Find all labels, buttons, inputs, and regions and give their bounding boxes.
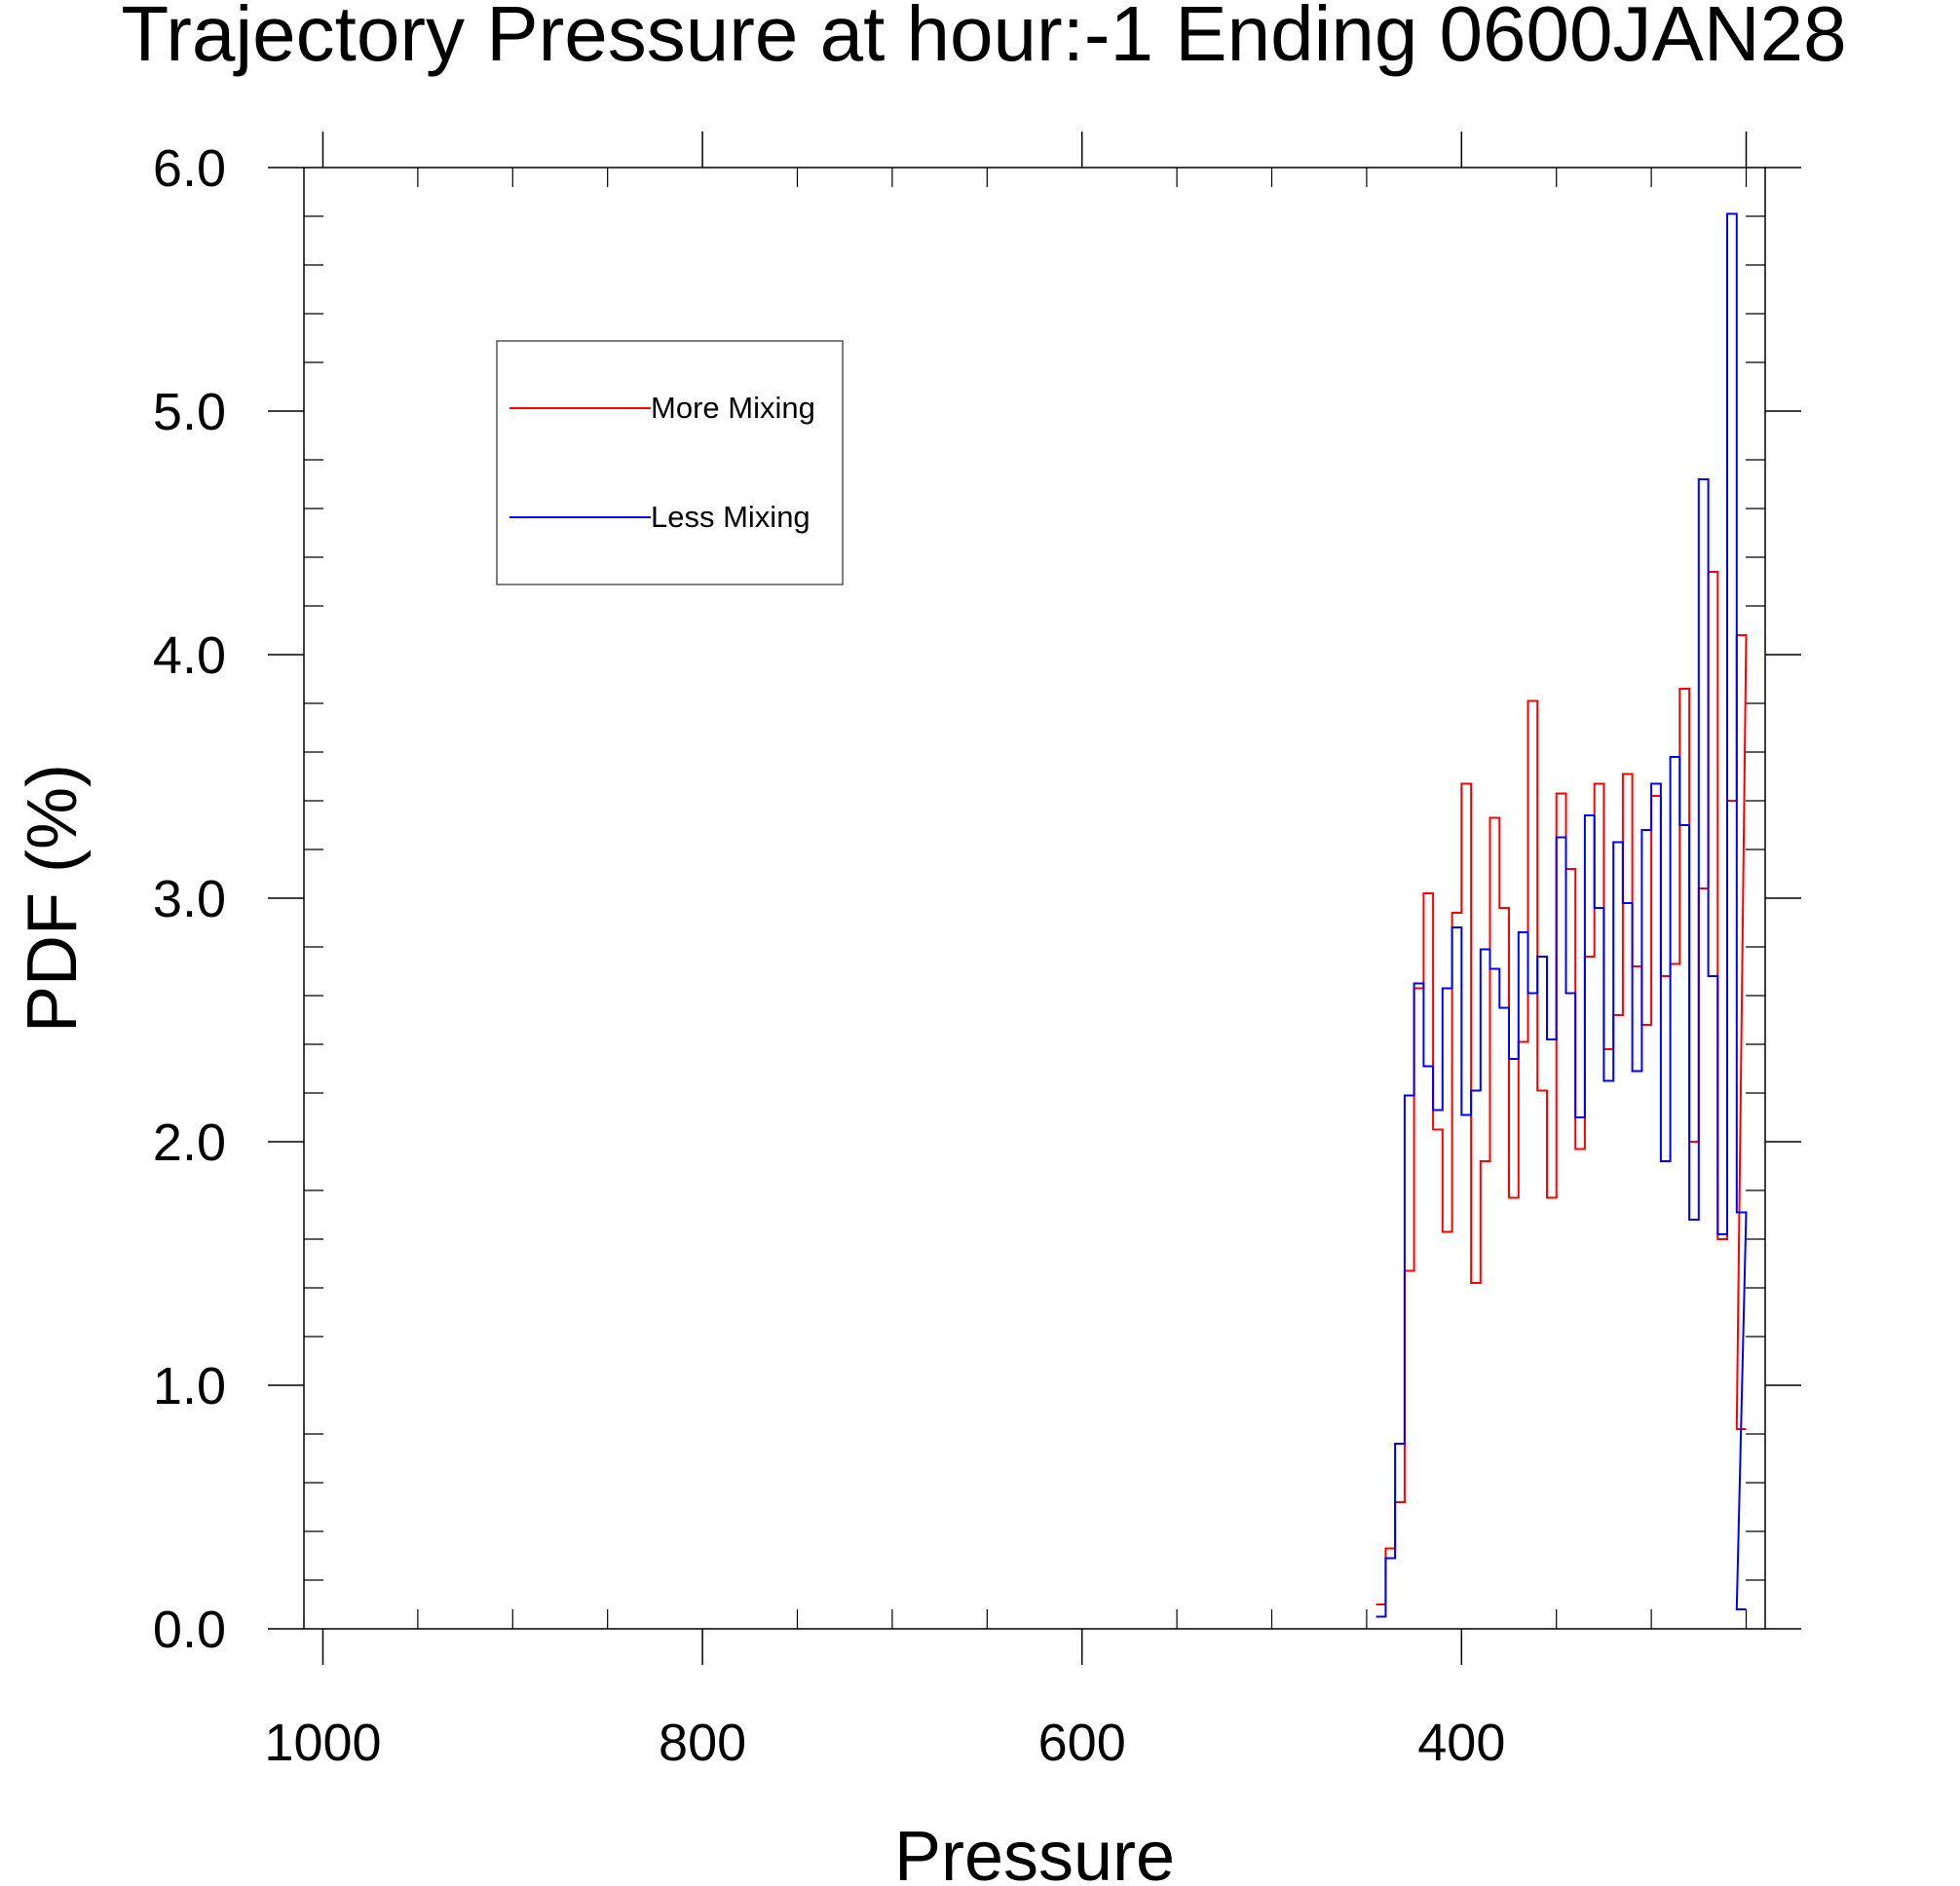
y-minor-ticks [304, 215, 1765, 1581]
y-tick-label: 2.0 [153, 1113, 226, 1172]
legend-label-less-mixing: Less Mixing [651, 500, 810, 534]
plot-frame [303, 167, 1766, 1630]
x-major-ticks [321, 132, 1748, 1665]
x-tick-label: 400 [1417, 1714, 1505, 1772]
x-tick-label: 600 [1038, 1714, 1126, 1772]
legend-box [496, 340, 844, 585]
x-minor-ticks [417, 168, 1748, 1629]
series-more-mixing-line [1376, 571, 1748, 1605]
y-tick-label: 3.0 [153, 870, 226, 928]
y-axis-label: PDF (%) [14, 764, 92, 1033]
y-tick-label: 0.0 [153, 1601, 226, 1659]
series-less-mixing-line [1376, 212, 1748, 1618]
x-tick-labels: 1000 800 600 400 [264, 1714, 1505, 1772]
legend: More Mixing Less Mixing [496, 340, 844, 585]
y-tick-label: 6.0 [153, 139, 226, 198]
y-tick-labels: 0.0 1.0 2.0 3.0 4.0 5.0 6.0 [153, 139, 226, 1659]
y-tick-label: 4.0 [153, 626, 226, 685]
legend-label-more-mixing: More Mixing [651, 391, 815, 425]
x-axis-label: Pressure [894, 1818, 1175, 1886]
y-tick-label: 5.0 [153, 383, 226, 441]
x-tick-label: 800 [659, 1714, 746, 1772]
y-tick-label: 1.0 [153, 1357, 226, 1415]
chart-title: Trajectory Pressure at hour:-1 Ending 06… [121, 0, 1846, 77]
y-major-ticks [268, 167, 1801, 1630]
x-tick-label: 1000 [264, 1714, 381, 1772]
